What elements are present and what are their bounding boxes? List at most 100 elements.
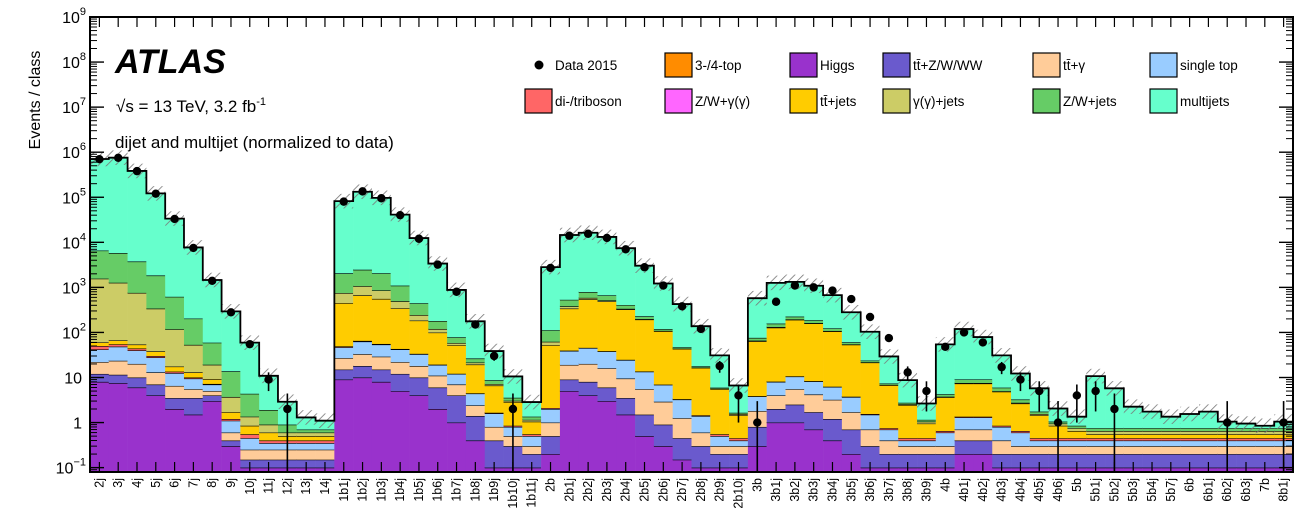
bar-segment xyxy=(1237,446,1256,454)
bar-segment xyxy=(1067,446,1086,454)
bar-segment xyxy=(410,395,429,472)
bar-segment xyxy=(353,270,372,286)
bar-segment xyxy=(222,371,241,397)
bar-segment xyxy=(372,290,391,298)
y-tick-label: 108 xyxy=(62,51,86,72)
bar-segment xyxy=(466,405,485,416)
bar-segment xyxy=(184,372,203,377)
bar-segment xyxy=(936,344,955,394)
bar-segment xyxy=(240,426,259,435)
bar-segment xyxy=(222,421,241,433)
bar-segment xyxy=(1161,446,1180,454)
bar-segment xyxy=(146,395,165,472)
bar-segment xyxy=(165,219,184,297)
bar-segment xyxy=(90,159,109,251)
x-tick-label: 6b xyxy=(1183,478,1197,492)
legend-swatch xyxy=(883,53,910,77)
data-point xyxy=(340,197,348,205)
bar-segment xyxy=(804,323,823,381)
bar-segment xyxy=(729,441,748,447)
bar-segment xyxy=(1255,446,1274,454)
bar-segment xyxy=(297,450,316,460)
bar-segment xyxy=(184,247,203,318)
bar-segment xyxy=(785,377,804,390)
bar-segment xyxy=(955,417,974,429)
bar-segment xyxy=(240,450,259,460)
bar-segment xyxy=(673,438,692,460)
bar-segment xyxy=(203,391,222,395)
data-point xyxy=(678,302,686,310)
bar-segment xyxy=(767,382,786,396)
legend-label: multijets xyxy=(1180,94,1230,109)
data-point xyxy=(452,288,460,296)
x-tick-label: 2b3j xyxy=(600,478,614,502)
bar-segment xyxy=(1255,441,1274,447)
x-tick-label: 1b7j xyxy=(450,478,464,502)
bar-segment xyxy=(579,233,598,292)
bar-segment xyxy=(334,370,353,380)
y-tick-label: 1 xyxy=(73,416,82,433)
x-tick-label: 3b2j xyxy=(788,478,802,502)
bar-segment xyxy=(579,299,598,348)
data-point xyxy=(1223,418,1231,426)
x-tick-label: 6j xyxy=(168,478,182,488)
bar-segment xyxy=(316,436,335,440)
bar-segment xyxy=(541,423,560,437)
y-tick-label: 104 xyxy=(62,231,86,252)
energy-label: √s = 13 TeV, 3.2 fb-1 xyxy=(116,96,266,116)
x-tick-label: 1b6j xyxy=(431,478,445,502)
bar-segment xyxy=(1011,433,1030,447)
bar-segment xyxy=(560,235,579,300)
bar-segment xyxy=(428,264,447,321)
x-tick-label: 5j xyxy=(149,478,163,488)
bar-segment xyxy=(428,365,447,376)
bar-segment xyxy=(334,303,353,346)
x-tick-label: 4b6j xyxy=(1051,478,1065,502)
bar-segment xyxy=(729,446,748,454)
bar-segment xyxy=(1143,446,1162,454)
bar-segment xyxy=(222,433,241,441)
bar-segment xyxy=(598,388,617,402)
legend-label: di-/triboson xyxy=(555,94,622,109)
data-point xyxy=(227,308,235,316)
data-point xyxy=(434,260,442,268)
bar-segment xyxy=(165,297,184,329)
x-tick-label: 2b xyxy=(544,478,558,492)
bar-segment xyxy=(146,384,165,395)
legend-swatch xyxy=(883,89,910,113)
bar-segment xyxy=(598,401,617,472)
bar-segment xyxy=(203,401,222,472)
x-tick-label: 3b6j xyxy=(863,478,877,502)
data-point xyxy=(490,352,498,360)
bar-segment xyxy=(184,398,203,415)
bar-segment xyxy=(184,389,203,398)
data-point xyxy=(283,405,291,413)
bar-segment xyxy=(410,315,429,321)
bar-segment xyxy=(372,198,391,273)
bar-segment xyxy=(203,280,222,343)
bar-segment xyxy=(973,441,992,455)
bar-segment xyxy=(240,417,259,426)
legend-label: Z/W+γ(γ) xyxy=(695,94,750,109)
bar-segment xyxy=(767,328,786,382)
bar-segment xyxy=(654,425,673,447)
bar-segment xyxy=(823,400,842,419)
bar-segment xyxy=(146,351,165,356)
bar-segment xyxy=(334,380,353,472)
bar-segment xyxy=(767,395,786,409)
bar-segment xyxy=(635,320,654,372)
bar-segment xyxy=(485,427,504,441)
data-point xyxy=(979,338,987,346)
bar-segment xyxy=(992,441,1011,455)
bar-segment xyxy=(1180,446,1199,454)
bar-segment xyxy=(128,345,147,349)
bar-segment xyxy=(710,436,729,446)
bar-segment xyxy=(541,267,560,330)
legend-swatch xyxy=(1150,53,1177,77)
x-tick-label: 4b5j xyxy=(1032,478,1046,502)
bar-segment xyxy=(560,391,579,472)
bar-segment xyxy=(616,360,635,379)
bar-segment xyxy=(879,441,898,455)
data-point xyxy=(903,368,911,376)
bar-segment xyxy=(560,351,579,365)
